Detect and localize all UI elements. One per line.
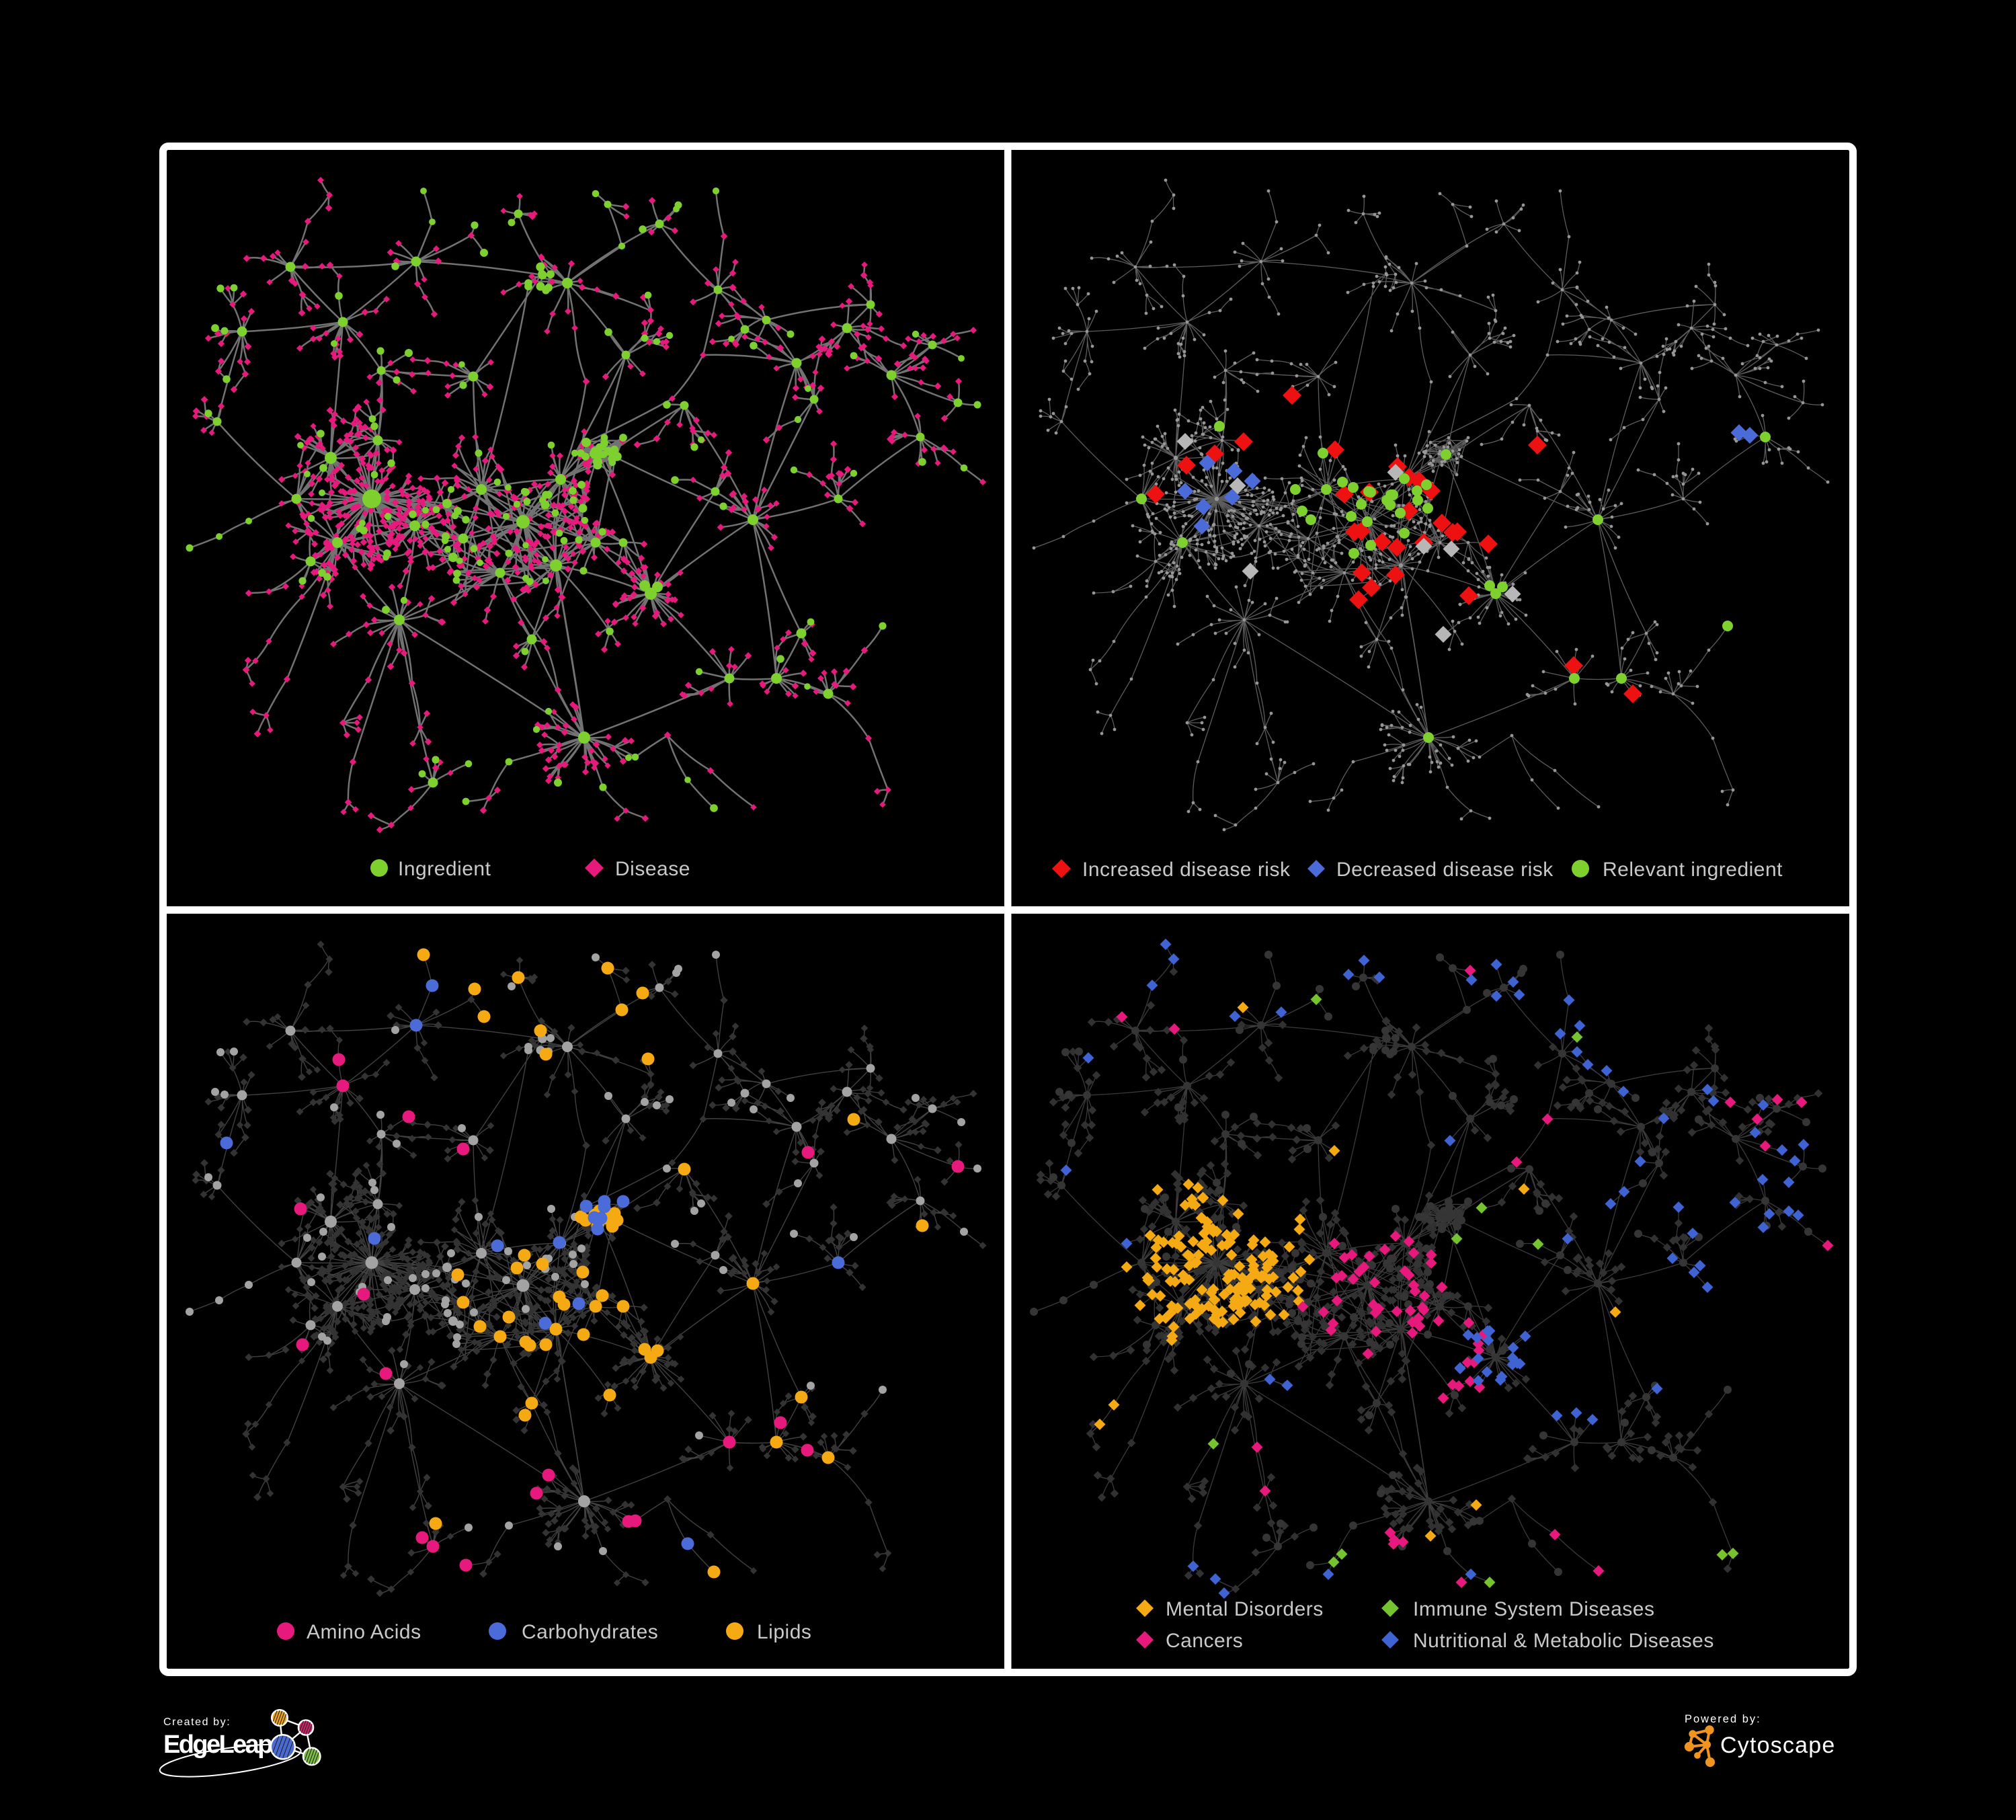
svg-text:Mental Disorders: Mental Disorders	[1166, 1598, 1324, 1620]
svg-text:Cancers: Cancers	[1166, 1630, 1243, 1652]
svg-text:Relevant ingredient: Relevant ingredient	[1603, 859, 1783, 881]
svg-text:Decreased disease risk: Decreased disease risk	[1336, 859, 1554, 881]
svg-text:Disease: Disease	[615, 858, 690, 880]
svg-text:Nutritional & Metabolic Diseas: Nutritional & Metabolic Diseases	[1413, 1630, 1714, 1652]
svg-text:Lipids: Lipids	[757, 1621, 811, 1643]
svg-text:Carbohydrates: Carbohydrates	[522, 1621, 658, 1643]
svg-text:Increased disease risk: Increased disease risk	[1082, 859, 1291, 881]
svg-text:Cytoscape: Cytoscape	[1720, 1733, 1835, 1758]
svg-text:Amino Acids: Amino Acids	[307, 1621, 421, 1643]
svg-text:Immune System Diseases: Immune System Diseases	[1413, 1598, 1654, 1620]
svg-text:EdgeLeap: EdgeLeap	[163, 1731, 272, 1759]
svg-text:Powered by:: Powered by:	[1685, 1713, 1761, 1725]
svg-text:Ingredient: Ingredient	[398, 858, 491, 880]
svg-text:Created by:: Created by:	[163, 1716, 231, 1728]
